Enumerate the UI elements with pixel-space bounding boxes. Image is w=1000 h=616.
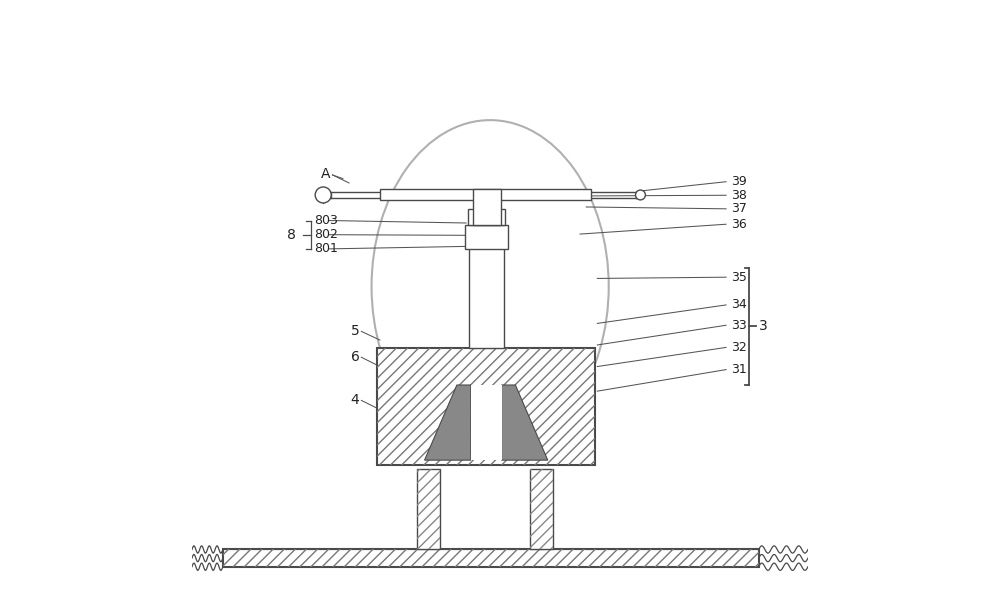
Text: 8: 8 [287,228,295,241]
Bar [377,348,595,465]
Bar [417,469,440,549]
Bar [380,189,591,200]
Bar [530,469,553,549]
Bar [417,469,440,549]
Text: 35: 35 [731,270,747,284]
Bar [530,469,553,549]
Circle shape [315,187,331,203]
Text: 3: 3 [759,320,767,333]
Circle shape [636,190,645,200]
Bar [465,225,508,249]
Text: 5: 5 [351,325,360,338]
Text: 32: 32 [731,341,747,354]
Text: 4: 4 [351,394,360,407]
Text: 802: 802 [314,228,338,241]
Text: 801: 801 [314,242,338,256]
Text: 31: 31 [731,363,747,376]
Text: 34: 34 [731,298,747,312]
Text: 36: 36 [731,217,747,231]
Bar [468,209,505,225]
Text: 33: 33 [731,318,747,332]
Text: 38: 38 [731,188,747,202]
Polygon shape [502,385,548,460]
Bar [469,222,504,348]
Bar [377,348,595,465]
Text: A: A [321,167,331,180]
Bar [223,549,759,567]
Text: 6: 6 [351,351,360,364]
Text: 803: 803 [314,214,338,227]
Bar [471,385,502,460]
Bar [223,549,759,567]
Polygon shape [425,385,471,460]
Text: 39: 39 [731,175,747,188]
Bar [473,189,501,225]
Text: 37: 37 [731,202,747,216]
